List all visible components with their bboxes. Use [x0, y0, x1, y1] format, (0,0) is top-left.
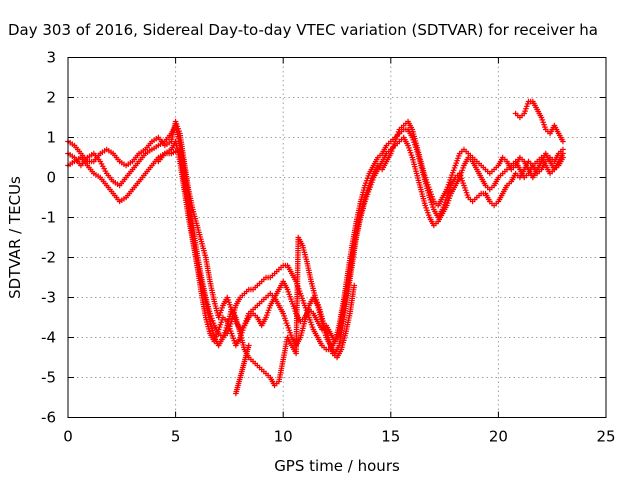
grid-lines: [68, 57, 606, 418]
data-points: [65, 98, 566, 397]
data-point: [245, 342, 252, 349]
y-tick-label: -5: [41, 369, 56, 387]
data-point: [351, 282, 358, 289]
y-tick-label: 3: [46, 49, 56, 67]
x-tick-label: 20: [489, 428, 508, 446]
series-6: [512, 98, 566, 145]
y-tick-label: -2: [41, 249, 56, 267]
x-tick-label: 10: [274, 428, 293, 446]
series-5: [233, 342, 252, 397]
y-tick-label: -1: [41, 209, 56, 227]
chart-title: Day 303 of 2016, Sidereal Day-to-day VTE…: [8, 21, 598, 39]
y-tick-label: -4: [41, 329, 56, 347]
x-tick-label: 15: [381, 428, 400, 446]
y-tick-label: 0: [46, 169, 56, 187]
y-tick-label: -3: [41, 289, 56, 307]
x-tick-label: 25: [596, 428, 615, 446]
series-4: [155, 146, 358, 389]
y-tick-label: 2: [46, 89, 56, 107]
plot-frame: [67, 57, 607, 418]
x-tick-label: 5: [171, 428, 181, 446]
data-point: [560, 150, 566, 157]
x-tick-label: 0: [63, 428, 73, 446]
y-tick-label: -6: [41, 409, 56, 427]
data-point: [560, 138, 566, 145]
y-tick-label: 1: [46, 129, 56, 147]
series-3: [65, 118, 566, 345]
x-axis-label: GPS time / hours: [274, 457, 400, 475]
series-2: [65, 134, 566, 357]
y-axis-label: SDTVAR / TECUs: [6, 176, 24, 299]
